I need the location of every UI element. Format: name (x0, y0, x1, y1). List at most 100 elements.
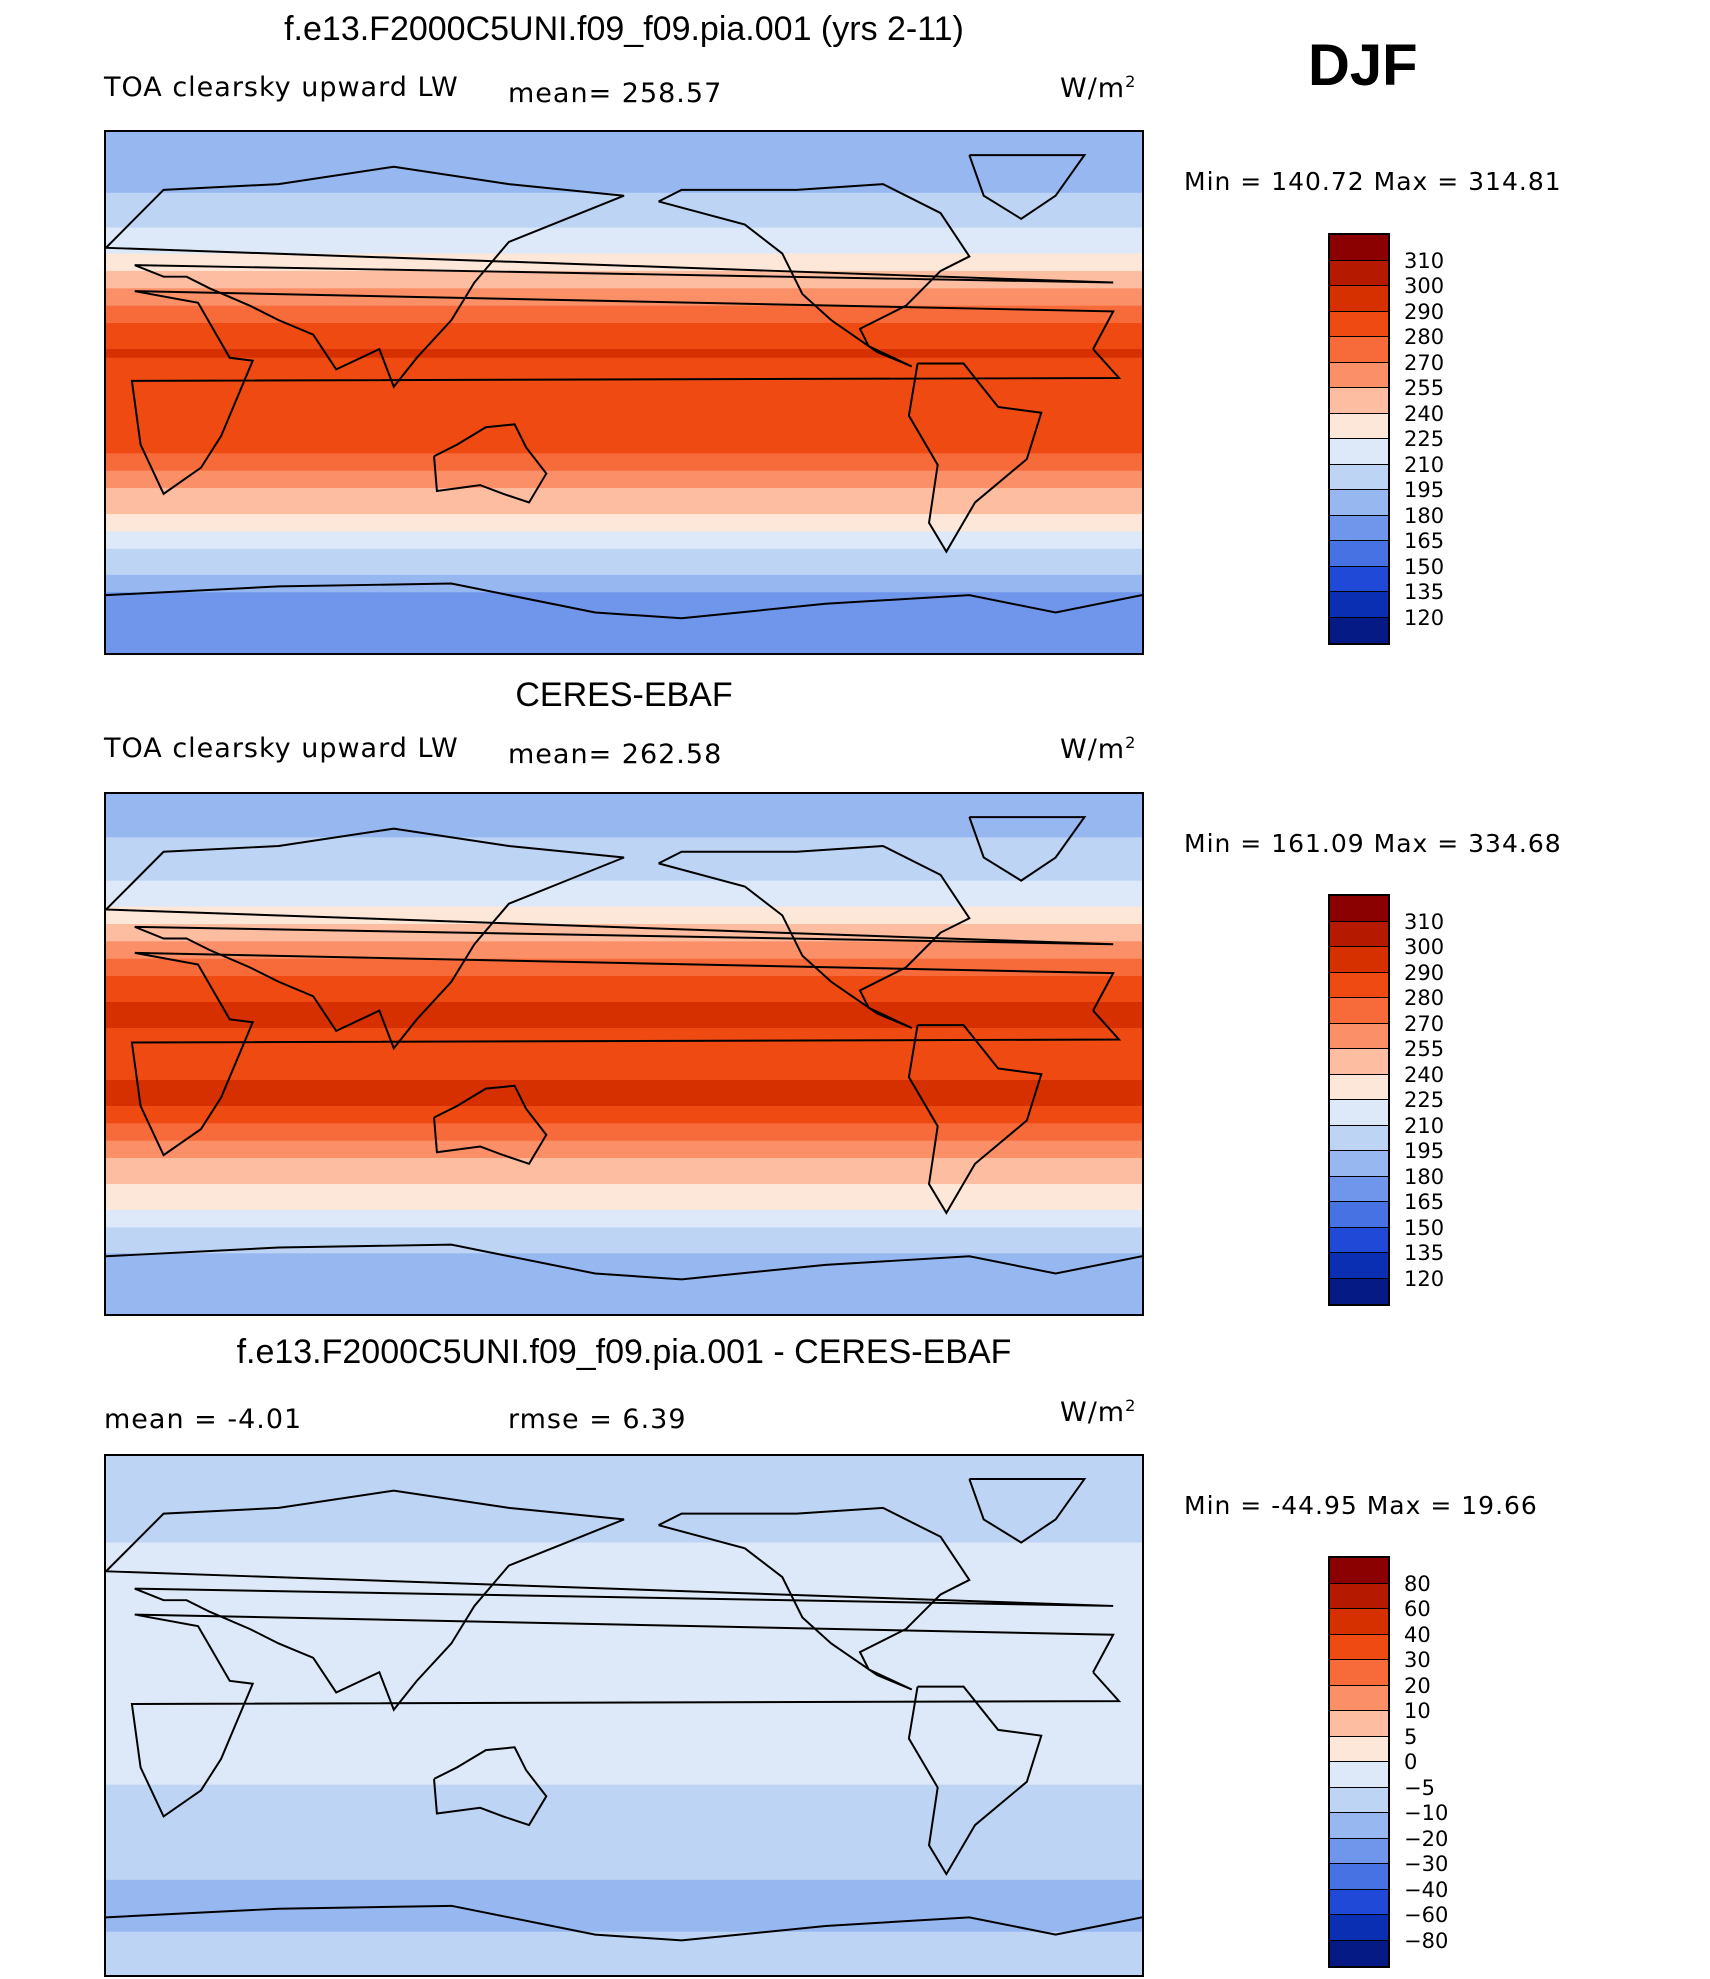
map-band (106, 349, 1142, 359)
colorbar-tick-label: 280 (1404, 986, 1445, 1010)
map-band (106, 1603, 1142, 1613)
map-band (106, 531, 1142, 541)
colorbar-segment (1330, 286, 1388, 312)
map-band (106, 1629, 1142, 1639)
map-band (106, 505, 1142, 515)
colorbar-tick-label: −5 (1404, 1775, 1435, 1800)
map-band (106, 1123, 1142, 1133)
colorbar-segment (1330, 592, 1388, 618)
map-band (106, 1689, 1142, 1699)
panel-3-units: W/m2 (1060, 1396, 1137, 1428)
colorbar-segment (1330, 1278, 1388, 1304)
colorbar-segment (1330, 1762, 1388, 1788)
map-band (106, 932, 1142, 942)
map-band (106, 1062, 1142, 1072)
map-band (106, 340, 1142, 350)
map-band (106, 184, 1142, 194)
map-band (106, 1296, 1142, 1306)
map-band (106, 461, 1142, 472)
map-band (106, 444, 1142, 454)
map-band (106, 915, 1142, 925)
map-band (106, 1810, 1142, 1820)
map-band (106, 1499, 1142, 1509)
colorbar-segment (1330, 1558, 1388, 1584)
map-band (106, 1149, 1142, 1159)
australia-outline (433, 423, 548, 504)
map-band (106, 210, 1142, 220)
colorbar-segment (1330, 464, 1388, 490)
map-band (106, 644, 1142, 653)
map-band (106, 1210, 1142, 1220)
map-band (106, 279, 1142, 289)
colorbar-segment (1330, 260, 1388, 286)
map-band (106, 262, 1142, 272)
map-band (106, 1767, 1142, 1777)
colorbar-segment (1330, 1685, 1388, 1711)
map-band (106, 392, 1142, 402)
map-band (106, 1080, 1142, 1090)
map-band (106, 1507, 1142, 1518)
map-band (106, 1305, 1142, 1314)
map-band (106, 1551, 1142, 1561)
map-band (106, 854, 1142, 864)
panel-1-mean-label: mean= 258.57 (508, 78, 723, 109)
map-band (106, 820, 1142, 830)
map-band (106, 967, 1142, 977)
map-band (106, 149, 1142, 159)
map-band (106, 1279, 1142, 1289)
colorbar-segment (1330, 362, 1388, 388)
map-band (106, 1002, 1142, 1012)
map-band (106, 1184, 1142, 1194)
colorbar-tick-label: 240 (1404, 401, 1445, 426)
map-band (106, 218, 1142, 229)
map-band (106, 1132, 1142, 1142)
map-band (106, 357, 1142, 368)
map-band (106, 846, 1142, 856)
map-band (106, 1836, 1142, 1846)
map-band (106, 1594, 1142, 1604)
colorbar-segment (1330, 515, 1388, 541)
colorbar-segment (1330, 998, 1388, 1024)
season-label: DJF (1308, 33, 1418, 98)
map-band (106, 1758, 1142, 1768)
map-band (106, 288, 1142, 298)
map-band (106, 811, 1142, 821)
panel-2-units: W/m2 (1060, 733, 1137, 765)
colorbar-tick-label: 300 (1404, 935, 1445, 959)
colorbar-segment (1330, 413, 1388, 439)
colorbar-tick-label: −80 (1404, 1928, 1449, 1953)
south-america-outline (907, 1685, 1043, 1877)
map-band (106, 1577, 1142, 1587)
map-band (106, 984, 1142, 994)
map-band (106, 592, 1142, 602)
colorbar-segment (1330, 1940, 1388, 1966)
map-band (106, 253, 1142, 263)
map-band (106, 427, 1142, 437)
map-band (106, 1490, 1142, 1500)
map-band (106, 600, 1142, 611)
colorbar-tick-label: 290 (1404, 299, 1445, 324)
map-band (106, 1218, 1142, 1228)
colorbar-tick-label: 135 (1404, 580, 1445, 604)
eurasia-outline (106, 165, 1114, 389)
map-band (106, 522, 1142, 533)
colorbar-tick-label: 180 (1404, 503, 1445, 528)
colorbar-segment (1330, 1151, 1388, 1177)
panel-3-map (104, 1454, 1144, 1977)
colorbar-tick-label: 80 (1404, 1571, 1431, 1596)
map-band (106, 1819, 1142, 1829)
map-band (106, 1585, 1142, 1595)
colorbar-tick-label: 210 (1404, 1113, 1445, 1138)
colorbar-tick-label: 255 (1404, 1037, 1445, 1061)
map-band (106, 331, 1142, 341)
map-band (106, 1106, 1142, 1116)
colorbar-segment (1330, 1787, 1388, 1813)
map-band (106, 566, 1142, 576)
map-band (106, 270, 1142, 281)
map-band (106, 1871, 1142, 1881)
map-band (106, 409, 1142, 420)
colorbar-tick-label: 210 (1404, 452, 1445, 477)
map-band (106, 540, 1142, 550)
panel-1-variable-label: TOA clearsky upward LW (104, 72, 459, 103)
colorbar-tick-label: 290 (1404, 960, 1445, 985)
